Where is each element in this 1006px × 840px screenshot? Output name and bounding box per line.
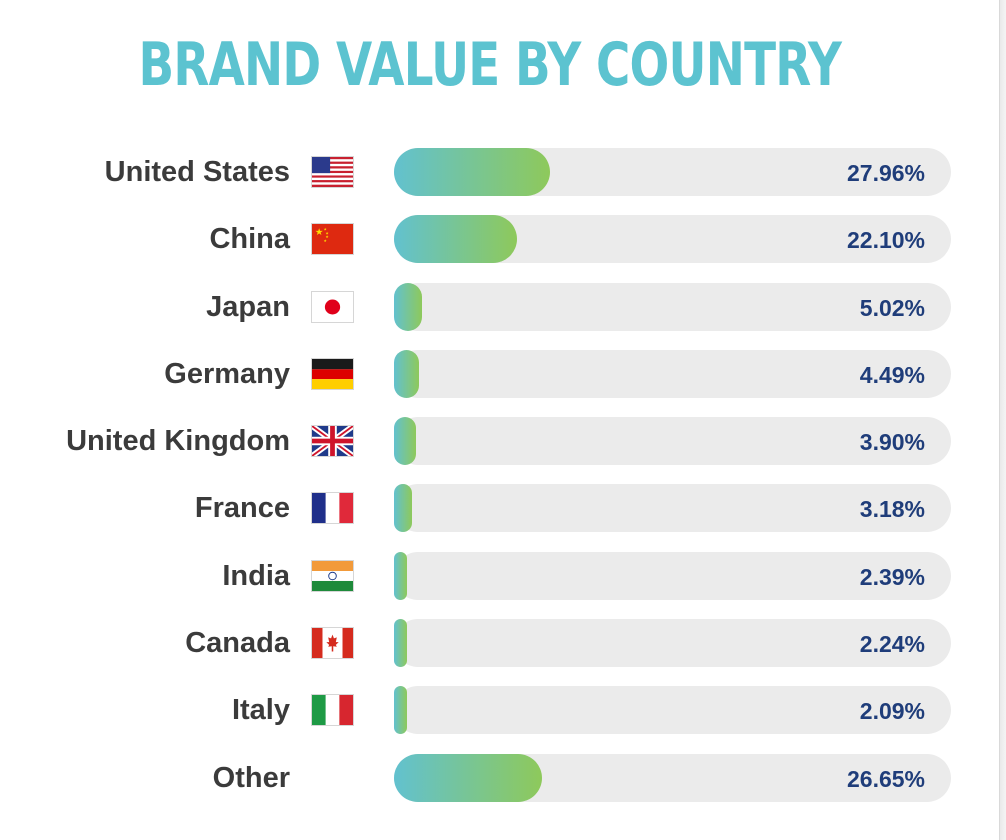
category-label: United States xyxy=(104,156,290,188)
category-label: Germany xyxy=(164,357,290,390)
bar xyxy=(394,349,419,398)
bar-row: Canada 2.24% xyxy=(0,619,1000,686)
category-label: France xyxy=(194,492,290,525)
china-flag-icon: ★ ★ ★ ★ ★ xyxy=(311,223,354,256)
bar xyxy=(394,282,422,331)
bar-row: India 2.39% xyxy=(0,551,1000,619)
svg-text:★: ★ xyxy=(325,234,329,239)
bar-row: Germany 4.49% xyxy=(0,349,1000,417)
india-flag-icon xyxy=(311,559,354,592)
bar xyxy=(394,484,412,533)
svg-text:★: ★ xyxy=(323,238,327,243)
bar xyxy=(394,551,408,600)
bar-track: 22.10% xyxy=(394,215,951,264)
category-label: Canada xyxy=(185,627,290,660)
value-label: 2.39% xyxy=(859,563,925,590)
bar xyxy=(394,619,407,668)
category-label: Japan xyxy=(206,290,290,323)
category-label: India xyxy=(222,559,290,592)
category-label: United Kingdom xyxy=(66,425,290,458)
bar-row: Italy 2.09% xyxy=(0,686,1000,753)
bar-track: 27.96% xyxy=(394,148,951,196)
bar xyxy=(394,753,543,802)
bar xyxy=(394,148,550,196)
bar-row: France 3.18% xyxy=(0,484,1000,551)
bar-row: United Kingdom 3.90% xyxy=(0,417,1000,484)
chart-title: BRAND VALUE BY COUNTRY xyxy=(138,30,842,100)
value-label: 3.90% xyxy=(859,429,925,456)
svg-text:★: ★ xyxy=(325,231,329,236)
bar-row: United States 27.96% xyxy=(0,148,1000,215)
value-label: 5.02% xyxy=(859,294,925,321)
svg-text:★: ★ xyxy=(323,227,327,232)
value-label: 4.49% xyxy=(859,361,925,388)
bar-track: 2.24% xyxy=(394,619,951,668)
canada-flag-icon xyxy=(311,627,354,660)
bar-track: 2.39% xyxy=(394,551,951,600)
value-label: 2.24% xyxy=(859,631,925,658)
bar-track: 3.90% xyxy=(394,417,951,466)
bar xyxy=(394,215,518,264)
bar-track: 2.09% xyxy=(394,686,951,735)
france-flag-icon xyxy=(311,492,354,525)
bar-row: China ★ ★ ★ ★ ★ 22.10% xyxy=(0,215,1000,282)
bar-track: 5.02% xyxy=(394,282,951,331)
bar-track: 3.18% xyxy=(394,484,951,533)
category-label: China xyxy=(209,223,290,256)
value-label: 27.96% xyxy=(846,160,925,186)
bar-row: Japan 5.02% xyxy=(0,282,1000,350)
value-label: 3.18% xyxy=(859,496,925,523)
bar xyxy=(394,417,416,466)
italy-flag-icon xyxy=(311,694,354,727)
category-label: Other xyxy=(212,761,290,794)
value-label: 26.65% xyxy=(846,765,925,792)
scrollbar-edge xyxy=(999,0,1006,840)
japan-flag-icon xyxy=(311,290,354,323)
bar-rows: United States 27.96% China ★ ★ ★ ★ ★ 22.10% Japan… xyxy=(0,148,1000,821)
uk-flag-icon xyxy=(311,425,354,458)
bar-row: Other 26.65% xyxy=(0,753,1000,821)
svg-text:★: ★ xyxy=(315,228,324,239)
category-label: Italy xyxy=(231,694,290,727)
bar-track: 4.49% xyxy=(394,349,951,398)
value-label: 2.09% xyxy=(859,698,925,725)
us-flag-icon xyxy=(311,156,354,188)
germany-flag-icon xyxy=(311,357,354,390)
value-label: 22.10% xyxy=(846,227,925,254)
bar-track: 26.65% xyxy=(394,753,951,802)
bar xyxy=(394,686,407,735)
